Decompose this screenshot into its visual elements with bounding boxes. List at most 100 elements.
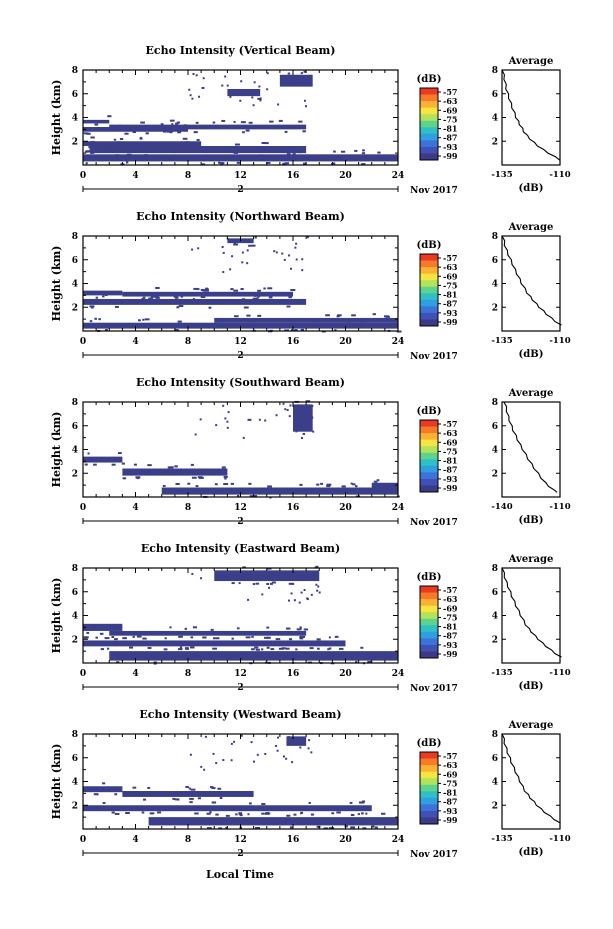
echo-speckle <box>149 147 155 150</box>
colorbar-segment <box>420 114 438 122</box>
x-tick-label: 0 <box>80 835 86 845</box>
echo-speckle <box>329 827 334 830</box>
colorbar-tick-label: -69 <box>443 603 458 613</box>
echo-speckle <box>196 138 200 141</box>
echo-speckle <box>149 812 155 815</box>
echo-speckle <box>84 150 89 153</box>
echo-speckle <box>373 480 378 483</box>
echo-speckle <box>333 150 336 153</box>
echo-speckle <box>293 813 297 816</box>
echo-speckle <box>340 150 346 153</box>
colorbar-tick-label: -87 <box>443 465 457 475</box>
echo-speckle <box>361 163 366 166</box>
colorbar-segment <box>420 778 438 786</box>
average-y-tick-label: 6 <box>492 90 498 100</box>
echo-speckle <box>194 812 199 815</box>
echo-region <box>122 791 254 797</box>
average-x-tick-label: -110 <box>549 336 570 346</box>
colorbar-tick-label: -69 <box>443 769 458 779</box>
echo-speckle <box>288 254 291 257</box>
echo-speckle <box>286 409 289 412</box>
echo-speckle <box>155 296 160 299</box>
colorbar-segment <box>420 94 438 102</box>
echo-speckle <box>114 154 120 157</box>
average-profile-line <box>501 235 562 326</box>
echo-speckle <box>121 462 125 465</box>
echo-speckle <box>377 151 381 154</box>
echo-speckle <box>172 797 176 800</box>
colorbar-segment <box>420 88 438 95</box>
echo-speckle <box>288 638 293 641</box>
echo-speckle <box>88 146 92 149</box>
echo-speckle <box>155 287 160 290</box>
echo-speckle <box>148 297 154 300</box>
echo-speckle <box>301 269 304 272</box>
echo-speckle <box>246 314 251 317</box>
echo-speckle <box>290 288 296 291</box>
echo-speckle <box>306 597 309 600</box>
date-label: Nov 2017 <box>410 186 458 196</box>
echo-speckle <box>215 424 218 427</box>
echo-speckle <box>381 812 386 815</box>
echo-speckle <box>221 119 226 122</box>
echo-speckle <box>184 627 187 630</box>
echo-speckle <box>310 813 315 816</box>
echo-speckle <box>240 734 243 737</box>
echo-speckle <box>122 637 127 640</box>
echo-speckle <box>191 476 197 479</box>
echo-speckle <box>371 825 375 828</box>
echo-speckle <box>257 314 262 317</box>
echo-speckle <box>212 121 216 124</box>
echo-region <box>83 456 123 463</box>
echo-speckle <box>94 123 99 126</box>
average-y-tick-label: 4 <box>492 446 498 456</box>
echo-speckle <box>365 812 368 815</box>
echo-speckle <box>332 162 336 165</box>
colorbar-segment <box>420 140 438 148</box>
echo-speckle <box>211 801 217 804</box>
echo-speckle <box>355 660 358 663</box>
echo-speckle <box>269 120 274 123</box>
echo-speckle <box>352 483 356 486</box>
echo-speckle <box>93 793 99 796</box>
echo-speckle <box>100 648 104 651</box>
echo-speckle <box>99 632 104 635</box>
echo-speckle <box>221 466 226 469</box>
colorbar-frame <box>419 419 439 493</box>
echo-speckle <box>315 583 318 586</box>
echo-speckle <box>117 631 122 634</box>
echo-speckle <box>269 582 273 585</box>
x-tick-label: 24 <box>392 337 405 347</box>
echo-speckle <box>215 813 219 816</box>
echo-speckle <box>139 137 143 140</box>
echo-speckle <box>166 130 171 133</box>
echo-region <box>83 805 372 812</box>
echo-speckle <box>197 476 203 479</box>
echo-speckle <box>169 131 173 134</box>
echo-speckle <box>293 599 296 602</box>
echo-region <box>214 570 320 582</box>
echo-speckle <box>288 599 291 602</box>
x-tick-label: 12 <box>234 503 247 513</box>
average-y-tick-label: 8 <box>492 232 498 242</box>
echo-speckle <box>251 635 254 638</box>
date-label: Nov 2017 <box>410 850 458 860</box>
echo-speckle <box>109 146 112 149</box>
colorbar-frame <box>419 585 439 659</box>
echo-speckle <box>190 463 194 466</box>
echo-speckle <box>218 161 221 164</box>
echo-speckle <box>229 268 232 271</box>
colorbar-segment <box>420 153 438 161</box>
average-x-tick-label: -110 <box>549 502 570 512</box>
colorbar-unit: (dB) <box>417 572 442 583</box>
colorbar-tick-label: -93 <box>443 142 458 152</box>
echo-speckle <box>328 647 332 650</box>
echo-speckle <box>289 826 293 829</box>
echo-speckle <box>189 94 192 97</box>
x-tick-label: 12 <box>234 171 247 181</box>
echo-speckle <box>231 582 235 585</box>
echo-speckle <box>206 827 212 830</box>
date-label: Nov 2017 <box>410 684 458 694</box>
echo-speckle <box>344 825 348 828</box>
x-tick-label: 20 <box>339 669 352 679</box>
